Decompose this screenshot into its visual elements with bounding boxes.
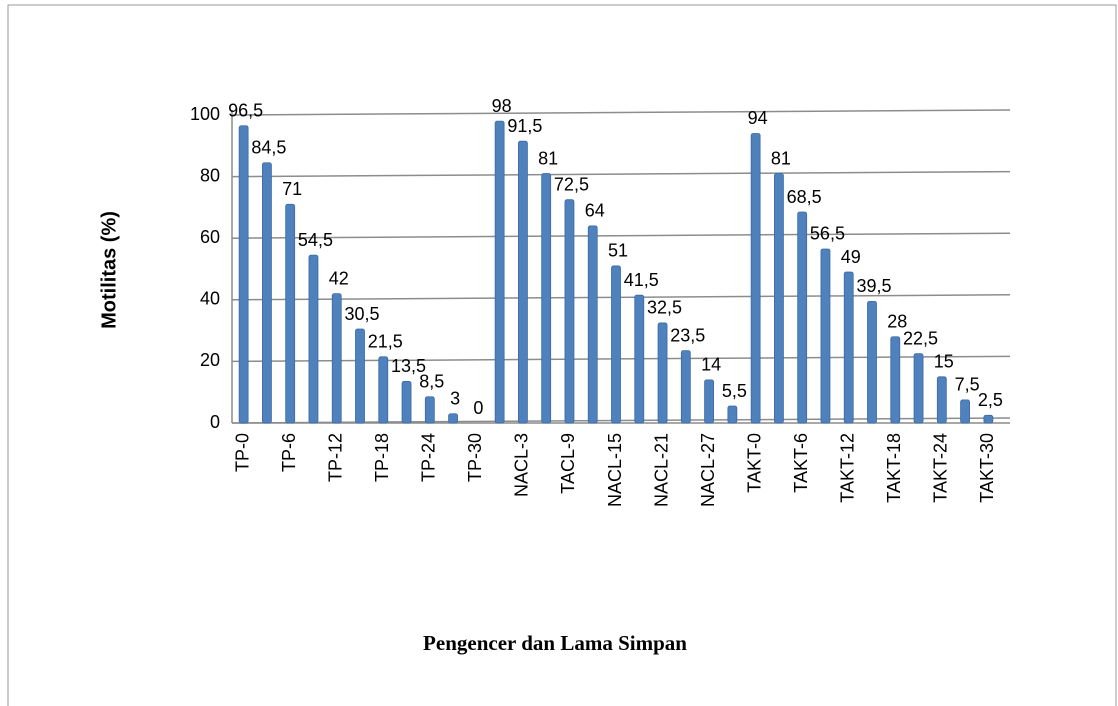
bar bbox=[541, 173, 552, 424]
bar bbox=[890, 336, 901, 424]
data-label: 72,5 bbox=[554, 174, 589, 194]
bar bbox=[401, 381, 412, 424]
grid-line bbox=[231, 170, 1011, 178]
x-tick-label: NACL-27 bbox=[698, 433, 718, 507]
x-tick-label: TP-6 bbox=[279, 433, 299, 472]
bar bbox=[960, 399, 970, 424]
data-label: 51 bbox=[608, 241, 628, 261]
data-label: 42 bbox=[329, 268, 349, 288]
data-label: 84,5 bbox=[251, 137, 286, 157]
data-label: 5,5 bbox=[722, 381, 747, 401]
data-label: 68,5 bbox=[787, 187, 822, 207]
bar bbox=[378, 356, 389, 424]
data-label: 22,5 bbox=[903, 328, 938, 348]
y-tick-label: 60 bbox=[200, 227, 220, 247]
data-label: 71 bbox=[282, 179, 302, 199]
x-axis-title: Pengencer dan Lama Simpan bbox=[423, 631, 687, 655]
bar bbox=[308, 254, 319, 424]
grid-line bbox=[231, 109, 1011, 116]
x-tick-label: TP-0 bbox=[232, 433, 252, 472]
grid-line bbox=[231, 294, 1011, 301]
data-label: 2,5 bbox=[978, 390, 1003, 410]
bar bbox=[750, 133, 761, 424]
bar bbox=[797, 211, 808, 424]
bar bbox=[820, 248, 831, 424]
x-tick-label: TAKT-12 bbox=[837, 433, 857, 503]
x-tick-label: TAKT-0 bbox=[744, 433, 764, 493]
bar bbox=[867, 300, 877, 424]
data-label: 98 bbox=[492, 96, 512, 116]
data-label: 21,5 bbox=[368, 332, 403, 352]
bar bbox=[238, 125, 249, 424]
x-tick-label: NACL-21 bbox=[651, 433, 671, 507]
data-label: 32,5 bbox=[647, 298, 682, 318]
frame bbox=[7, 4, 1117, 706]
data-label: 56,5 bbox=[810, 224, 845, 244]
data-label: 94 bbox=[748, 108, 768, 128]
x-tick-label: TAKT-30 bbox=[977, 433, 997, 503]
bar bbox=[424, 396, 435, 424]
x-tick-label: NACL-3 bbox=[512, 433, 532, 497]
data-label: 7,5 bbox=[955, 375, 980, 395]
y-axis-title: Motilitas (%) bbox=[98, 211, 120, 329]
data-label: 0 bbox=[473, 398, 483, 418]
data-label: 3 bbox=[450, 389, 460, 409]
x-tick-label: TP-30 bbox=[465, 433, 485, 482]
bar bbox=[727, 405, 738, 424]
bar bbox=[657, 322, 668, 424]
y-tick-label: 0 bbox=[210, 412, 220, 432]
y-tick-label: 20 bbox=[200, 350, 220, 370]
data-label: 8,5 bbox=[419, 372, 444, 392]
data-label: 23,5 bbox=[670, 325, 705, 345]
bar bbox=[448, 413, 458, 424]
bar bbox=[518, 140, 528, 424]
data-label: 96,5 bbox=[228, 101, 263, 121]
data-label: 81 bbox=[538, 148, 558, 168]
bar bbox=[564, 199, 575, 424]
bar bbox=[355, 328, 365, 424]
x-tick-label: TAKT-18 bbox=[884, 433, 904, 503]
bar bbox=[843, 271, 854, 424]
bar bbox=[936, 376, 947, 424]
y-tick-label: 100 bbox=[190, 104, 220, 124]
bar bbox=[262, 162, 272, 424]
bar bbox=[983, 414, 994, 424]
grid-line bbox=[231, 232, 1011, 239]
x-tick-label: TP-12 bbox=[325, 433, 345, 482]
x-tick-label: TP-24 bbox=[419, 433, 439, 482]
x-tick-label: TAKT-24 bbox=[931, 433, 951, 503]
bar bbox=[913, 353, 924, 424]
bar bbox=[611, 265, 621, 424]
data-label: 54,5 bbox=[298, 230, 333, 250]
data-label: 64 bbox=[585, 201, 605, 221]
data-label: 14 bbox=[701, 355, 721, 375]
x-tick-label: TP-18 bbox=[372, 433, 392, 482]
bar bbox=[494, 120, 505, 424]
data-label: 41,5 bbox=[624, 270, 659, 290]
data-label: 91,5 bbox=[507, 116, 542, 136]
x-tick-label: TAKT-6 bbox=[791, 433, 811, 493]
data-label: 39,5 bbox=[856, 276, 891, 296]
bar bbox=[680, 350, 691, 424]
bar bbox=[634, 294, 645, 424]
data-label: 49 bbox=[841, 247, 861, 267]
bar bbox=[331, 293, 342, 424]
bar bbox=[587, 225, 598, 424]
x-tick-label: TACL-9 bbox=[558, 433, 578, 494]
bar bbox=[704, 379, 714, 424]
x-tick-label: NACL-15 bbox=[605, 433, 625, 507]
data-label: 28 bbox=[887, 312, 907, 332]
data-label: 81 bbox=[771, 148, 791, 168]
bar bbox=[774, 173, 784, 424]
data-label: 13,5 bbox=[391, 356, 426, 376]
data-label: 30,5 bbox=[344, 304, 379, 324]
bar bbox=[285, 203, 296, 424]
data-label: 15 bbox=[934, 352, 954, 372]
y-tick-label: 80 bbox=[200, 165, 220, 185]
y-tick-label: 40 bbox=[200, 289, 220, 309]
